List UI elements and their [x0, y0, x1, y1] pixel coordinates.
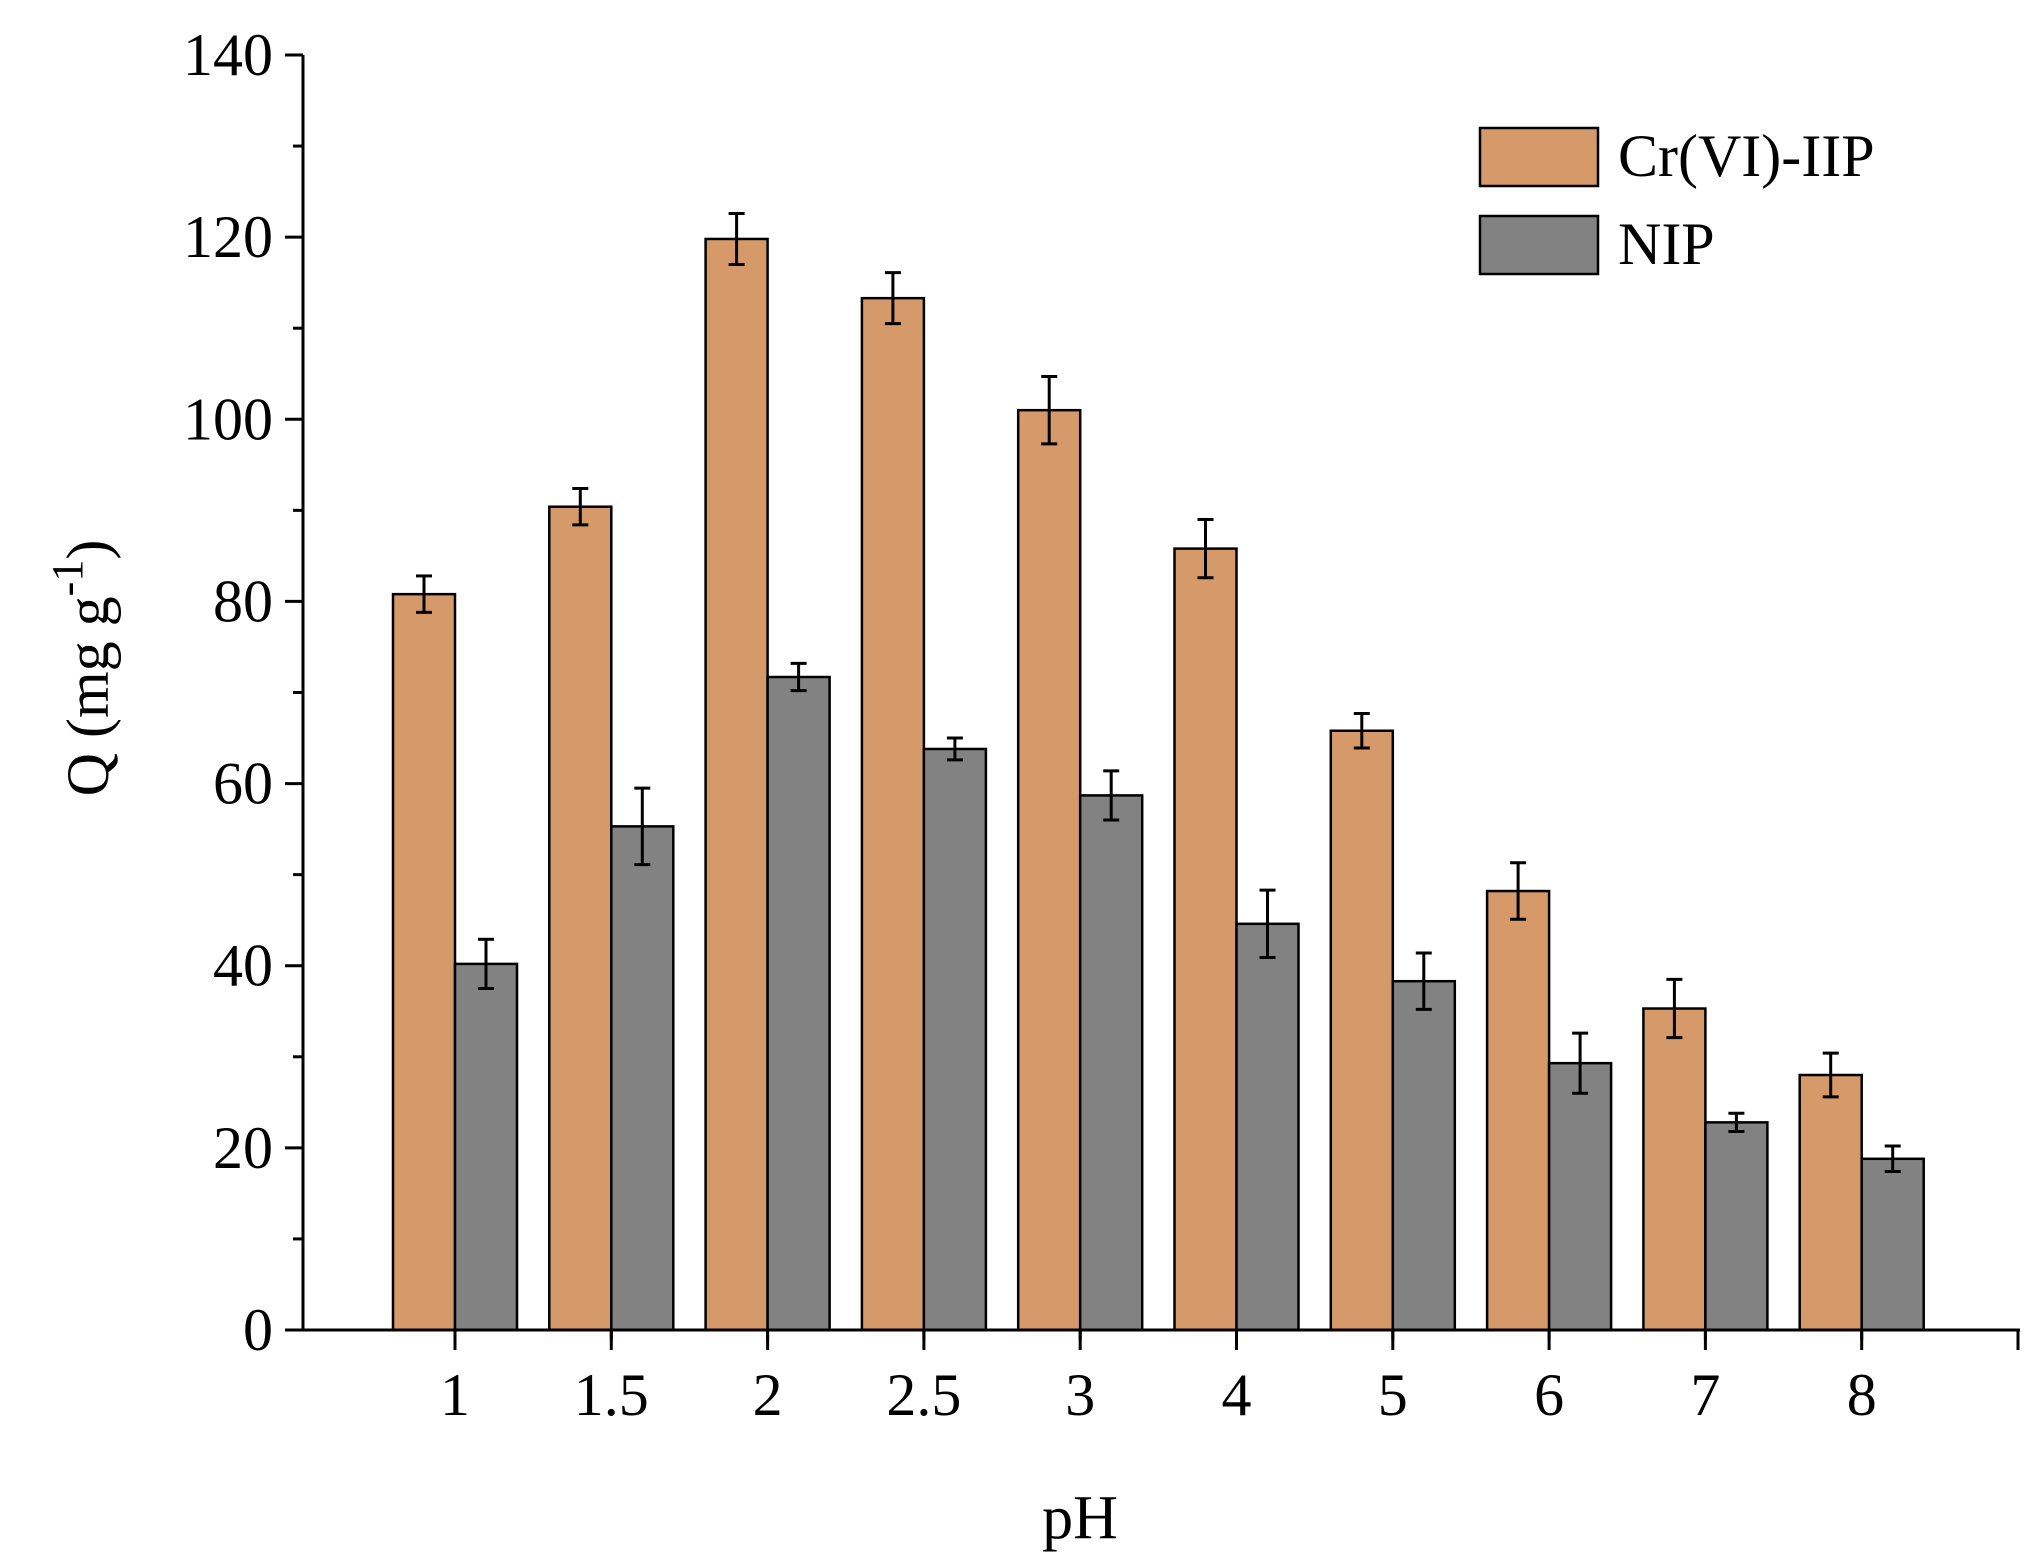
bar-nip-4 [1078, 794, 1144, 1332]
error-bar-nip-8 [1728, 1111, 1745, 1133]
x-tick-label-3: 2.5 [886, 1362, 961, 1428]
y-tick-label-0: 0 [243, 1297, 273, 1363]
bar-iip-4 [1016, 408, 1082, 1332]
error-bar-iip-8 [1666, 977, 1683, 1040]
error-bar-nip-4 [1103, 769, 1120, 822]
y-tick-label-20: 20 [213, 1115, 273, 1181]
x-tick-label-1: 1.5 [574, 1362, 649, 1428]
legend-label-iip: Cr(VI)-IIP [1618, 123, 1875, 189]
bar-nip-0 [453, 962, 519, 1332]
y-axis-label: Q (mg g-1) [43, 540, 121, 797]
error-bar-nip-7 [1572, 1031, 1589, 1095]
error-bar-iip-6 [1353, 711, 1370, 750]
y-tick-label-60: 60 [213, 751, 273, 817]
x-tick-label-4: 3 [1065, 1362, 1095, 1428]
y-tick-label-100: 100 [183, 386, 273, 452]
error-bar-nip-5 [1259, 888, 1276, 960]
y-tick-label-80: 80 [213, 568, 273, 634]
x-tick-label-5: 4 [1222, 1362, 1252, 1428]
error-bar-iip-9 [1822, 1051, 1839, 1099]
y-axis-label-main: Q (mg g [55, 596, 121, 796]
bar-nip-7 [1547, 1061, 1613, 1332]
bar-iip-7 [1485, 889, 1551, 1332]
error-bar-iip-7 [1510, 861, 1527, 921]
y-tick-label-40: 40 [213, 933, 273, 999]
bar-iip-3 [860, 296, 926, 1332]
legend-swatch-nip [1478, 214, 1600, 276]
error-bar-nip-3 [946, 736, 963, 762]
x-axis-label: pH [1042, 1484, 1118, 1552]
bar-iip-1 [548, 505, 613, 1332]
y-tick-label-140: 140 [183, 22, 273, 88]
legend-swatch-iip [1478, 126, 1600, 188]
bar-nip-6 [1391, 979, 1457, 1332]
bar-iip-5 [1173, 547, 1238, 1332]
error-bar-iip-2 [728, 211, 745, 266]
x-tick-label-9: 8 [1847, 1362, 1877, 1428]
x-tick-label-7: 6 [1534, 1362, 1564, 1428]
legend: Cr(VI)-IIP NIP [1478, 123, 1875, 277]
bar-nip-9 [1860, 1157, 1925, 1332]
bar-nip-5 [1235, 922, 1300, 1332]
error-bars-group [416, 211, 1901, 1174]
bar-iip-2 [704, 237, 769, 1332]
error-bar-iip-0 [416, 574, 432, 614]
error-bar-nip-6 [1415, 951, 1432, 1011]
bar-iip-9 [1798, 1073, 1863, 1332]
y-tick-label-120: 120 [183, 204, 273, 270]
y-axis-label-superscript: -1 [43, 560, 92, 597]
error-bar-nip-0 [478, 937, 494, 990]
bar-nip-8 [1704, 1121, 1769, 1332]
error-bar-iip-4 [1041, 374, 1058, 446]
bar-nip-3 [922, 747, 988, 1332]
error-bar-iip-5 [1197, 517, 1214, 580]
x-tick-label-0: 1 [440, 1362, 470, 1428]
y-axis-label-close: ) [55, 540, 121, 560]
error-bar-iip-1 [572, 487, 589, 527]
error-bar-iip-3 [884, 271, 901, 326]
x-tick-label-2: 2 [753, 1362, 783, 1428]
bar-iip-8 [1642, 1007, 1707, 1332]
axes-group: 0 20 40 60 80 100 120 140 1 1.5 2 2.5 3 4 5 6 7 8 [183, 22, 2020, 1428]
bars-group [391, 237, 1925, 1332]
error-bar-nip-1 [634, 786, 651, 867]
bar-nip-2 [766, 675, 831, 1332]
error-bar-nip-9 [1884, 1144, 1901, 1174]
legend-label-nip: NIP [1618, 211, 1715, 277]
error-bar-nip-2 [790, 661, 807, 693]
x-tick-label-6: 5 [1378, 1362, 1408, 1428]
bar-nip-1 [610, 825, 675, 1332]
bar-iip-6 [1329, 729, 1395, 1332]
bar-iip-0 [391, 592, 457, 1332]
x-tick-label-8: 7 [1690, 1362, 1720, 1428]
